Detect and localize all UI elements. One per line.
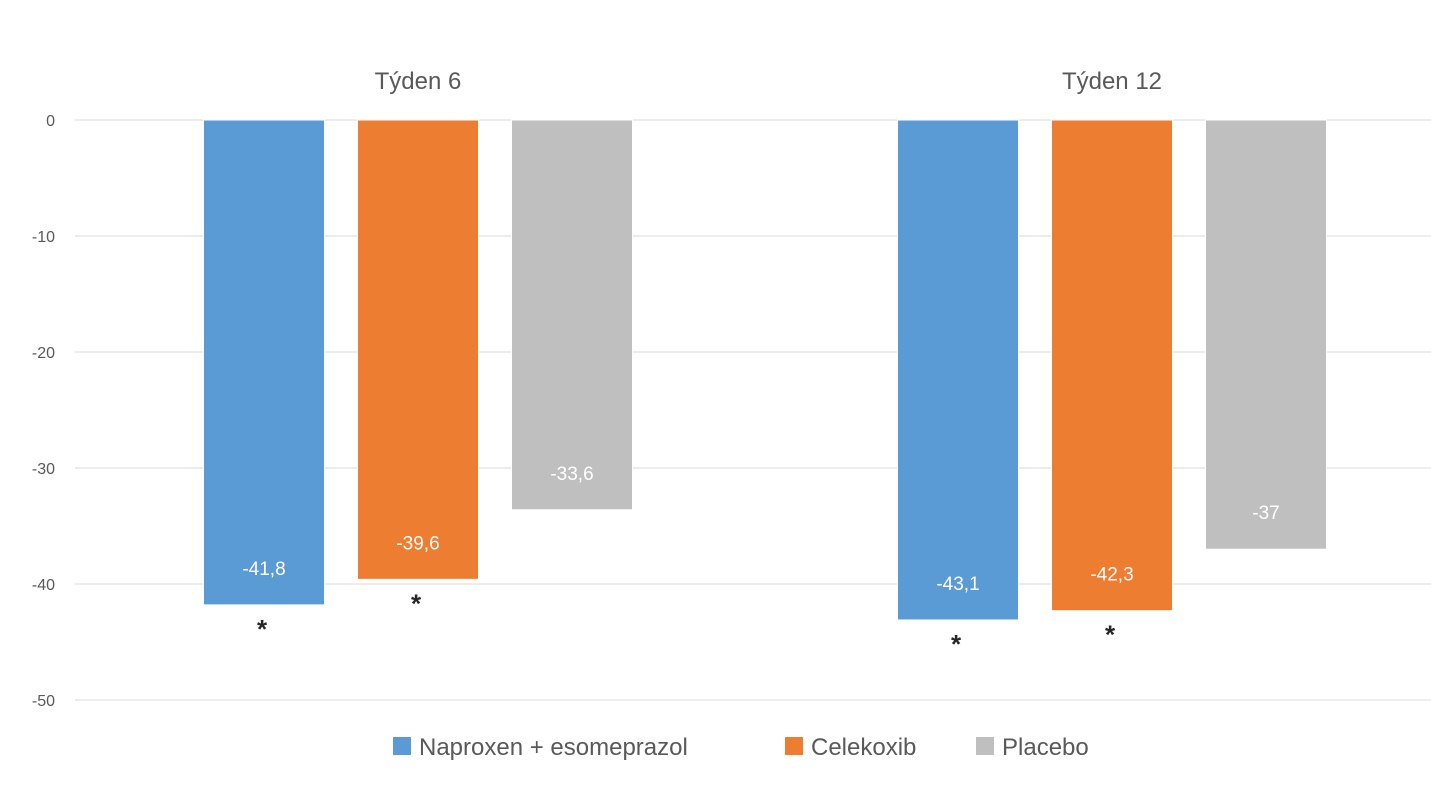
significance-marker: * [411,588,422,618]
category-label: Týden 12 [1062,68,1162,95]
category-label: Týden 6 [375,68,462,95]
legend-swatch [785,737,803,755]
data-labels: -41,8 -39,6 -33,6 -43,1 -42,3 -37 [242,464,1279,595]
significance-marker: * [257,614,268,644]
bar [897,119,1019,621]
significance-marker: * [951,629,962,659]
bar [203,119,325,606]
bar [511,119,633,511]
legend-label: Celekoxib [811,734,916,761]
legend-label: Naproxen + esomeprazol [419,734,688,761]
y-tick-label: -50 [32,693,55,710]
y-tick-label: 0 [46,113,55,130]
bars [203,119,1327,621]
y-axis-tick-labels: 0 -10 -20 -30 -40 -50 [32,113,55,710]
legend-swatch [976,737,994,755]
bar [1051,119,1173,612]
legend-swatch [393,737,411,755]
y-tick-label: -30 [32,461,55,478]
bar [357,119,479,580]
bar [1205,119,1327,550]
data-label: -33,6 [550,464,593,485]
y-tick-label: -40 [32,577,55,594]
category-labels: Týden 6 Týden 12 [375,68,1162,95]
data-label: -39,6 [396,533,439,554]
y-tick-label: -10 [32,229,55,246]
y-tick-label: -20 [32,345,55,362]
significance-markers: * * * * [257,588,1116,659]
significance-marker: * [1105,620,1116,650]
data-label: -41,8 [242,559,285,580]
legend-label: Placebo [1002,734,1089,761]
data-label: -43,1 [936,574,979,595]
data-label: -42,3 [1090,565,1133,586]
legend: Naproxen + esomeprazol Celekoxib Placebo [393,734,1089,761]
data-label: -37 [1252,503,1279,524]
